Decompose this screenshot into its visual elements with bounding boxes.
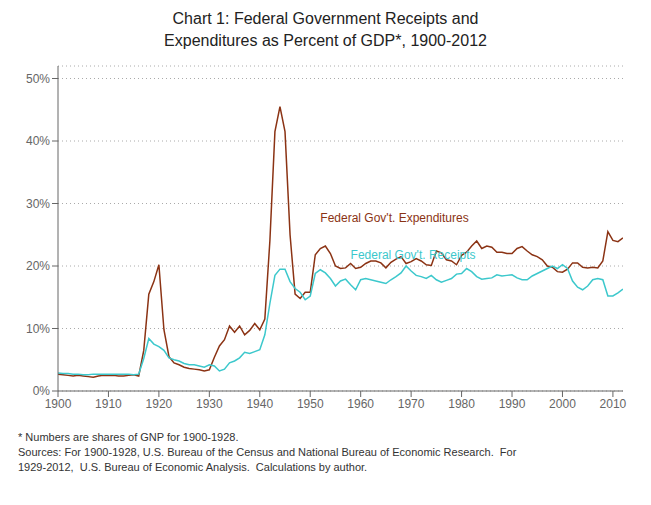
svg-text:30%: 30% bbox=[26, 197, 50, 211]
svg-text:2000: 2000 bbox=[549, 397, 576, 411]
svg-text:1910: 1910 bbox=[95, 397, 122, 411]
svg-text:1900: 1900 bbox=[45, 397, 72, 411]
svg-text:Federal Gov't. Receipts: Federal Gov't. Receipts bbox=[351, 248, 476, 262]
svg-text:10%: 10% bbox=[26, 322, 50, 336]
svg-text:50%: 50% bbox=[26, 72, 50, 86]
svg-text:20%: 20% bbox=[26, 259, 50, 273]
svg-text:1990: 1990 bbox=[499, 397, 526, 411]
svg-text:1970: 1970 bbox=[398, 397, 425, 411]
svg-text:1980: 1980 bbox=[448, 397, 475, 411]
svg-text:2010: 2010 bbox=[600, 397, 627, 411]
svg-text:1930: 1930 bbox=[196, 397, 223, 411]
svg-text:0%: 0% bbox=[33, 384, 51, 398]
svg-text:1940: 1940 bbox=[246, 397, 273, 411]
svg-text:1950: 1950 bbox=[297, 397, 324, 411]
svg-text:1920: 1920 bbox=[146, 397, 173, 411]
svg-text:Federal Gov't. Expenditures: Federal Gov't. Expenditures bbox=[320, 211, 468, 225]
html-text:* Numbers are shares of GNP fo: * Numbers are shares of GNP for 1900-192… bbox=[18, 431, 517, 473]
svg-text:40%: 40% bbox=[26, 134, 50, 148]
svg-text:1960: 1960 bbox=[347, 397, 374, 411]
html-text:Chart 1: Federal Government Re: Chart 1: Federal Government Receipts and… bbox=[164, 10, 487, 49]
